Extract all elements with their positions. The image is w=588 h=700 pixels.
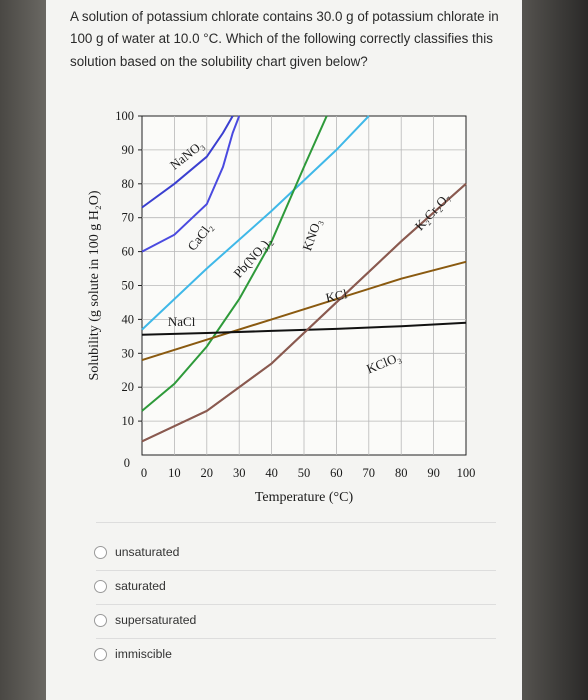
- x-tick-label: 10: [168, 466, 181, 480]
- background-left: [0, 0, 46, 700]
- x-tick-label: 40: [265, 466, 278, 480]
- series-line-0: [141, 115, 234, 209]
- x-tick-label: 70: [363, 466, 376, 480]
- question-card: A solution of potassium chlorate contain…: [46, 0, 522, 700]
- series-line-5: [141, 260, 467, 362]
- x-tick-label: 0: [141, 466, 147, 480]
- divider: [96, 570, 496, 571]
- solubility-chart: 0 10 20 30 40 50 60 70 80 90 100 0 10 20 30 40 50 60 70 80 9…: [87, 109, 476, 505]
- radio-button[interactable]: [94, 647, 107, 661]
- y-tick-label: 30: [122, 346, 135, 360]
- option-label: unsaturated: [115, 545, 180, 559]
- y-tick-label: 90: [122, 143, 135, 157]
- series-line-7: [141, 183, 467, 443]
- x-axis-title: Temperature (°C): [255, 490, 354, 505]
- option-immiscible[interactable]: immiscible: [94, 642, 172, 666]
- y-tick-label: 60: [122, 245, 135, 259]
- y-tick-label: 70: [122, 211, 135, 225]
- background-right: [522, 0, 588, 700]
- radio-button[interactable]: [94, 579, 107, 593]
- y-tick-label: 0: [124, 456, 130, 470]
- divider: [96, 638, 496, 639]
- option-supersaturated[interactable]: supersaturated: [94, 608, 196, 632]
- series-line-1: [141, 115, 241, 253]
- series-label: NaCl: [168, 314, 196, 329]
- y-tick-label: 80: [122, 177, 135, 191]
- y-tick-label: 40: [122, 312, 135, 326]
- y-axis-title: Solubility (g solute in 100 g H₂O): [87, 190, 102, 380]
- y-tick-label: 100: [115, 109, 134, 123]
- y-tick-label: 10: [122, 414, 135, 428]
- x-tick-label: 60: [330, 466, 343, 480]
- x-tick-label: 90: [427, 466, 440, 480]
- option-label: saturated: [115, 579, 166, 593]
- divider: [96, 522, 496, 523]
- option-label: supersaturated: [115, 613, 197, 627]
- radio-button[interactable]: [94, 545, 107, 559]
- x-tick-label: 100: [457, 466, 476, 480]
- option-saturated[interactable]: saturated: [94, 574, 166, 598]
- x-tick-label: 30: [233, 466, 246, 480]
- series-line-3: [141, 115, 328, 412]
- y-tick-label: 20: [122, 380, 135, 394]
- x-tick-label: 50: [298, 466, 311, 480]
- option-unsaturated[interactable]: unsaturated: [94, 540, 179, 564]
- series-line-2: [141, 115, 370, 331]
- x-tick-label: 80: [395, 466, 408, 480]
- y-tick-label: 50: [122, 279, 135, 293]
- x-tick-label: 20: [201, 466, 214, 480]
- series-label: KCl: [324, 286, 349, 305]
- question-text: A solution of potassium chlorate contain…: [70, 9, 499, 69]
- divider: [96, 604, 496, 605]
- option-label: immiscible: [115, 647, 172, 661]
- series-line-6: [141, 321, 467, 336]
- radio-button[interactable]: [94, 613, 107, 627]
